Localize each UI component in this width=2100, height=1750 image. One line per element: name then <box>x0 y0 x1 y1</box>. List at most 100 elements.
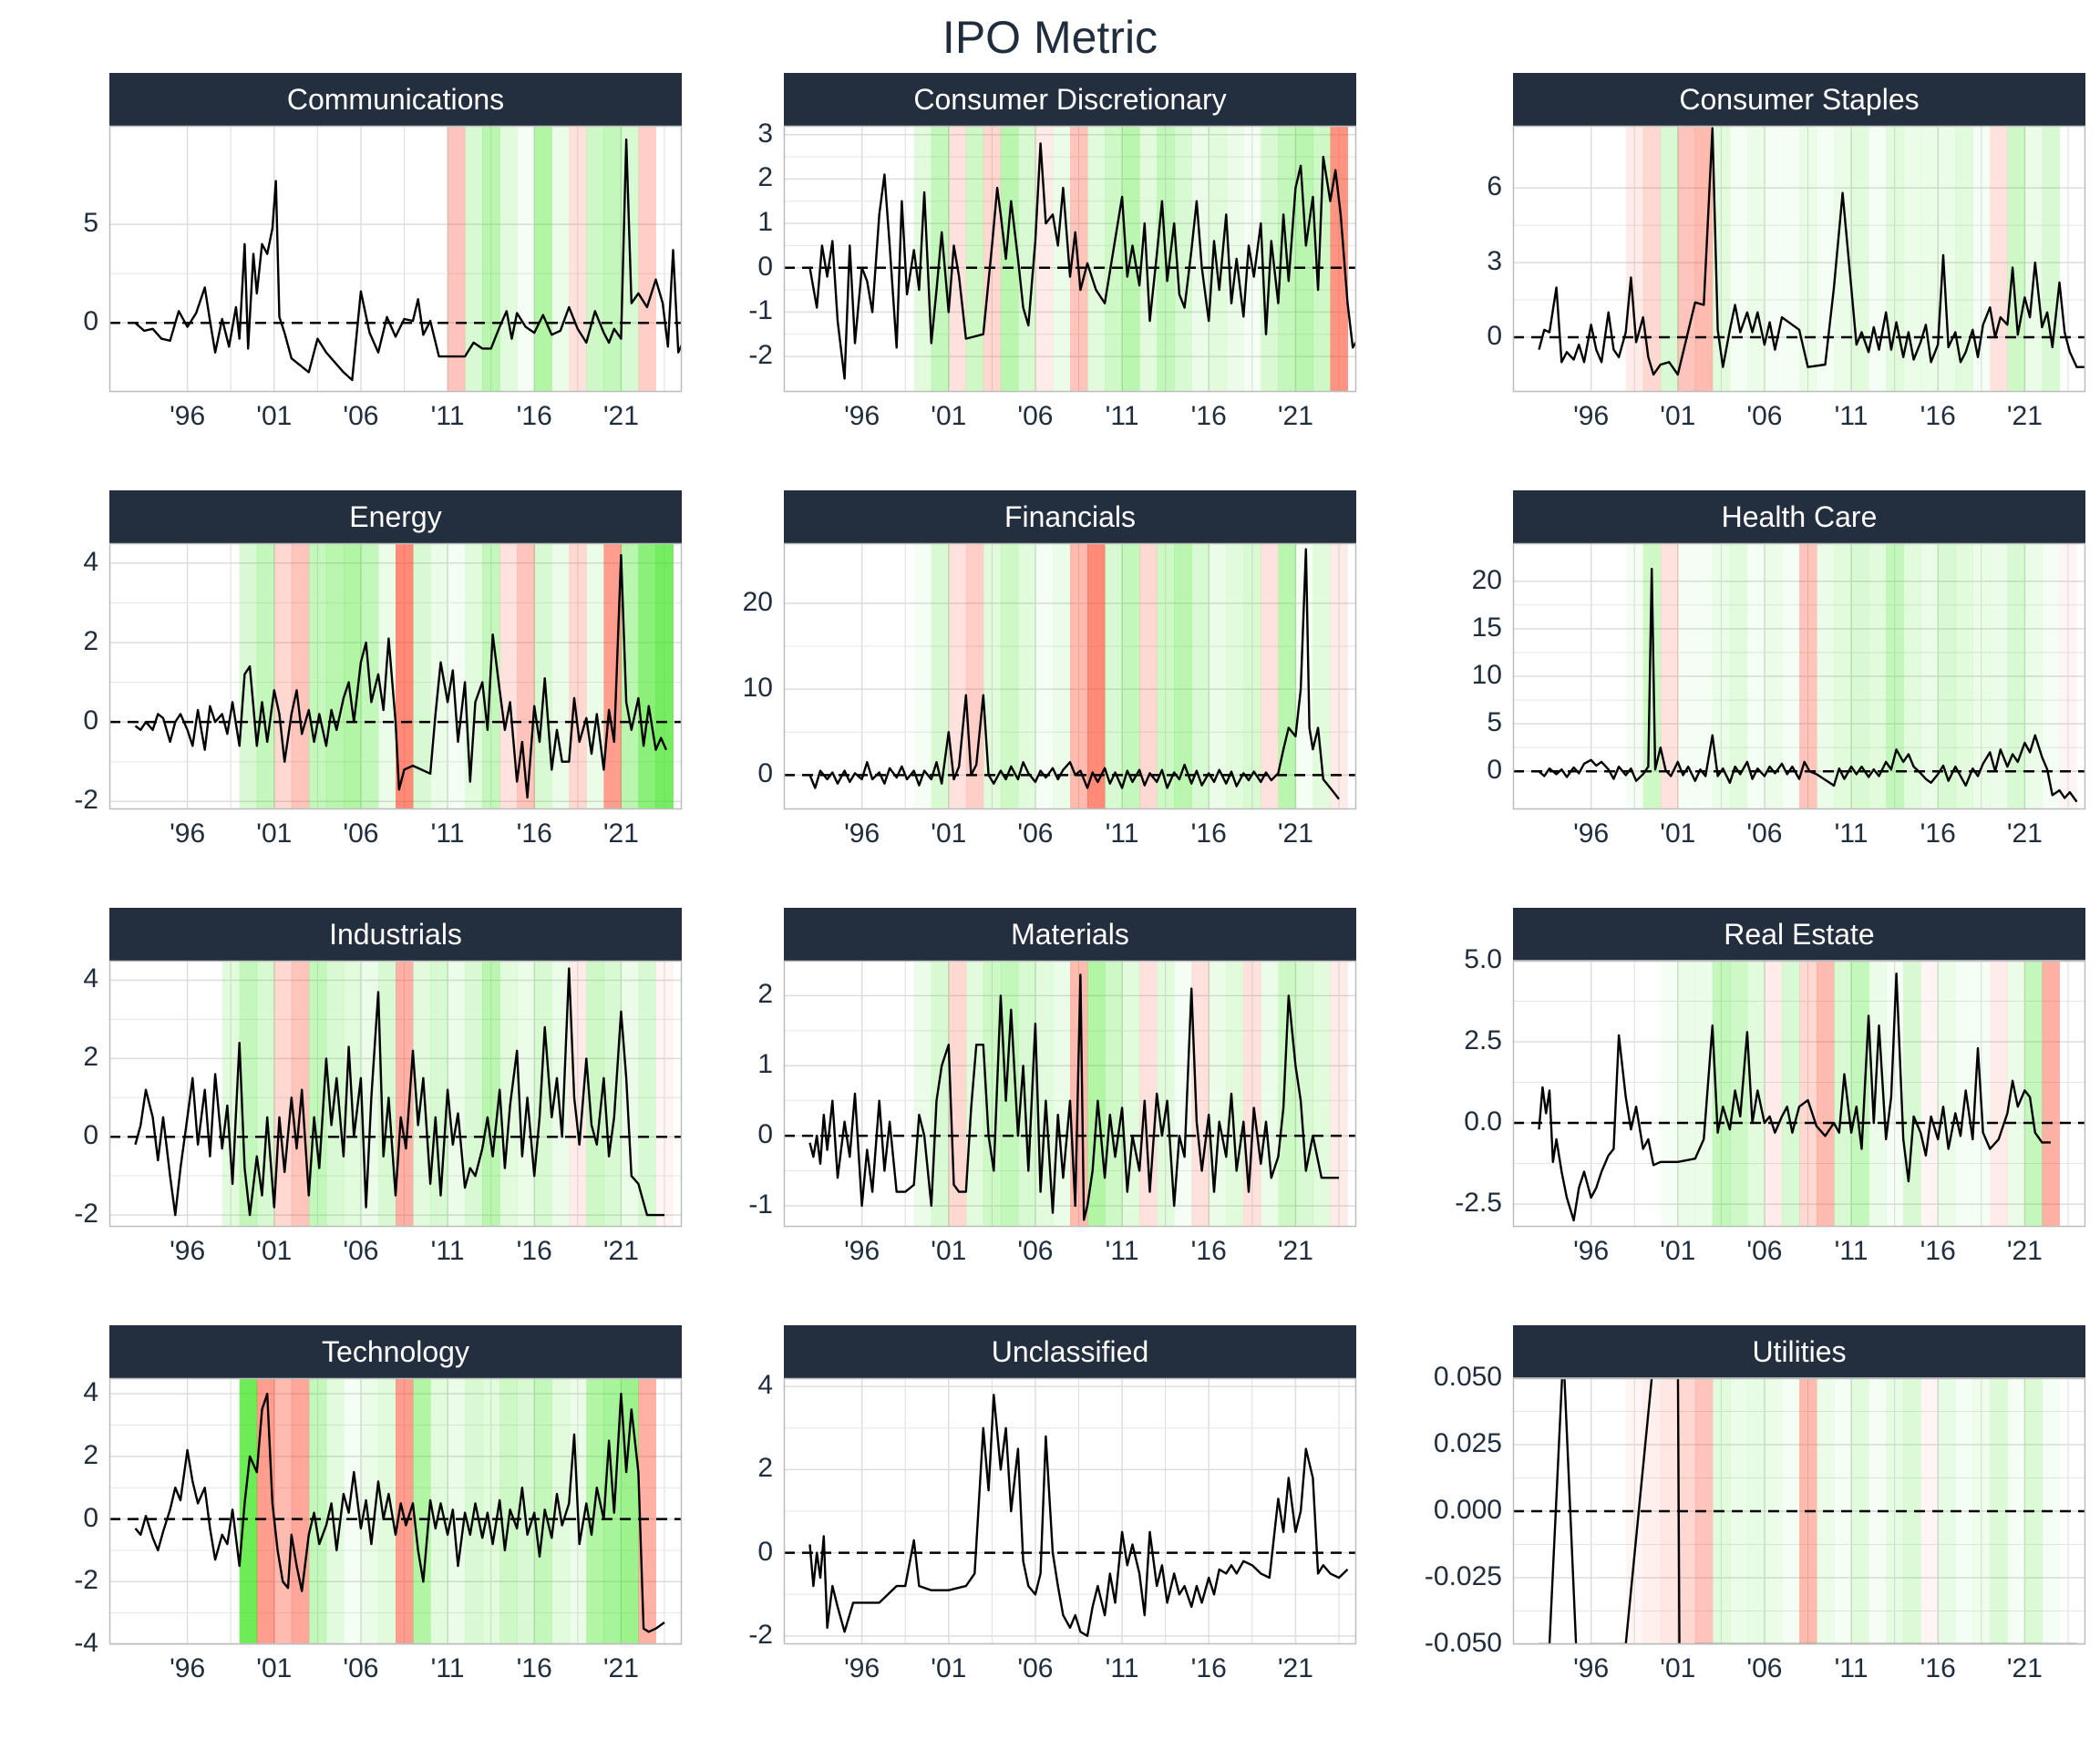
regime-band <box>1243 961 1261 1227</box>
y-tick-label: 1 <box>757 207 773 238</box>
x-tick-label: '96 <box>1573 1236 1610 1266</box>
regime-band <box>465 961 483 1227</box>
panel-industrials: Industrials -2 0 2 4 '96 '01 '06 '11 '16 '21 <box>74 908 683 1266</box>
y-tick-label: 4 <box>83 546 98 577</box>
y-tick-label: -1 <box>748 295 773 326</box>
regime-band <box>1694 543 1714 809</box>
regime-band <box>1781 126 1800 392</box>
regime-band <box>1817 543 1835 809</box>
regime-band <box>2007 543 2025 809</box>
y-tick-label: -4 <box>74 1628 98 1658</box>
regime-band <box>983 126 1002 392</box>
regime-band <box>482 1378 500 1644</box>
plot-area: -2 0 2 4 '96 '01 '06 '11 '16 '21 <box>74 542 683 849</box>
y-tick-label: 0 <box>1487 320 1502 351</box>
y-tick-label: 3 <box>1487 246 1502 277</box>
regime-band <box>343 543 362 809</box>
regime-band <box>1312 961 1331 1227</box>
y-tick-label: 4 <box>83 1377 98 1408</box>
panel-strip-title: Technology <box>109 1325 682 1378</box>
regime-band <box>1625 126 1644 392</box>
y-tick-label: -2 <box>748 1619 773 1650</box>
x-tick-label: '11 <box>1834 818 1868 849</box>
series-line <box>808 548 1340 800</box>
x-tick-label: '06 <box>1017 401 1054 431</box>
panel-strip-title: Consumer Discretionary <box>784 73 1356 126</box>
x-tick-label: '11 <box>430 1653 465 1683</box>
regime-band <box>1243 543 1261 809</box>
series-line <box>1539 1378 2077 1644</box>
regime-band <box>448 961 466 1227</box>
panel-strip-title: Utilities <box>1513 1325 2085 1378</box>
y-tick-label: 2.5 <box>1464 1025 1502 1056</box>
regime-band <box>655 543 674 809</box>
regime-band <box>913 126 932 392</box>
regime-band <box>1209 543 1227 809</box>
regime-band <box>1677 961 1696 1227</box>
series-line <box>134 138 682 382</box>
x-tick-label: '21 <box>2006 818 2043 849</box>
panel-strip-title: Health Care <box>1513 490 2085 543</box>
regime-band <box>586 126 604 392</box>
regime-band <box>638 1378 656 1644</box>
x-tick-label: '06 <box>1746 1653 1783 1683</box>
regime-band <box>1312 543 1331 809</box>
panel-strip-title: Communications <box>109 73 682 126</box>
x-tick-label: '21 <box>2006 401 2043 431</box>
y-tick-label: 0.0 <box>1464 1107 1502 1138</box>
y-tick-label: 4 <box>757 1370 773 1401</box>
plot-svg <box>108 125 683 393</box>
regime-band <box>1278 961 1296 1227</box>
regime-band <box>517 961 535 1227</box>
series-line <box>134 1393 665 1633</box>
x-tick-label: '16 <box>516 1653 552 1683</box>
regime-band <box>1139 961 1158 1227</box>
plot-area: 0 10 20 '96 '01 '06 '11 '16 '21 <box>743 542 1357 849</box>
regime-band <box>1243 126 1261 392</box>
regime-band <box>1625 543 1644 809</box>
panel-border <box>783 125 1357 393</box>
x-tick-label: '96 <box>1573 1653 1610 1683</box>
regime-band <box>1764 543 1783 809</box>
x-tick-label: '01 <box>931 818 967 849</box>
regime-band <box>360 961 379 1227</box>
y-tick-label: -2.5 <box>1455 1188 1502 1219</box>
x-tick-label: '06 <box>343 1653 379 1683</box>
regime-band <box>377 961 396 1227</box>
x-tick-label: '11 <box>1834 1236 1868 1266</box>
regime-band <box>1017 961 1036 1227</box>
plot-area: 0 5 '96 '01 '06 '11 '16 '21 <box>83 125 683 431</box>
x-tick-label: '21 <box>602 401 639 431</box>
y-tick-label: 10 <box>1471 660 1502 690</box>
regime-band <box>377 1378 396 1644</box>
regime-band <box>603 961 622 1227</box>
panel-border <box>783 960 1357 1228</box>
regime-band <box>1764 961 1783 1227</box>
y-tick-label: 0.000 <box>1433 1495 1502 1525</box>
y-tick-label: 0 <box>1487 755 1502 786</box>
x-tick-label: '06 <box>1017 818 1054 849</box>
regime-band <box>2042 543 2060 809</box>
plot-area: -2.5 0.0 2.5 5.0 '96 '01 '06 '11 '16 '21 <box>1455 944 2086 1266</box>
panel-border <box>783 542 1357 810</box>
regime-band <box>1295 126 1313 392</box>
panel-border <box>108 1377 683 1645</box>
regime-band <box>586 543 604 809</box>
x-tick-label: '16 <box>1190 818 1227 849</box>
x-tick-label: '01 <box>931 1653 967 1683</box>
regime-band <box>1677 126 1696 392</box>
x-tick-label: '21 <box>1277 1236 1313 1266</box>
regime-band <box>1903 126 1921 392</box>
regime-band <box>621 961 639 1227</box>
panel-border <box>1512 1377 2086 1645</box>
plot-svg <box>783 542 1357 810</box>
regime-band <box>1851 961 1869 1227</box>
regime-band <box>1955 126 1973 392</box>
x-tick-label: '16 <box>1920 401 1956 431</box>
plot-area: 0 5 10 15 20 '96 '01 '06 '11 '16 '21 <box>1472 542 2086 849</box>
regime-band <box>308 1378 327 1644</box>
y-tick-label: 0 <box>757 1536 773 1567</box>
regime-band <box>1903 961 1921 1227</box>
regime-band <box>499 1378 518 1644</box>
regime-band <box>448 1378 466 1644</box>
